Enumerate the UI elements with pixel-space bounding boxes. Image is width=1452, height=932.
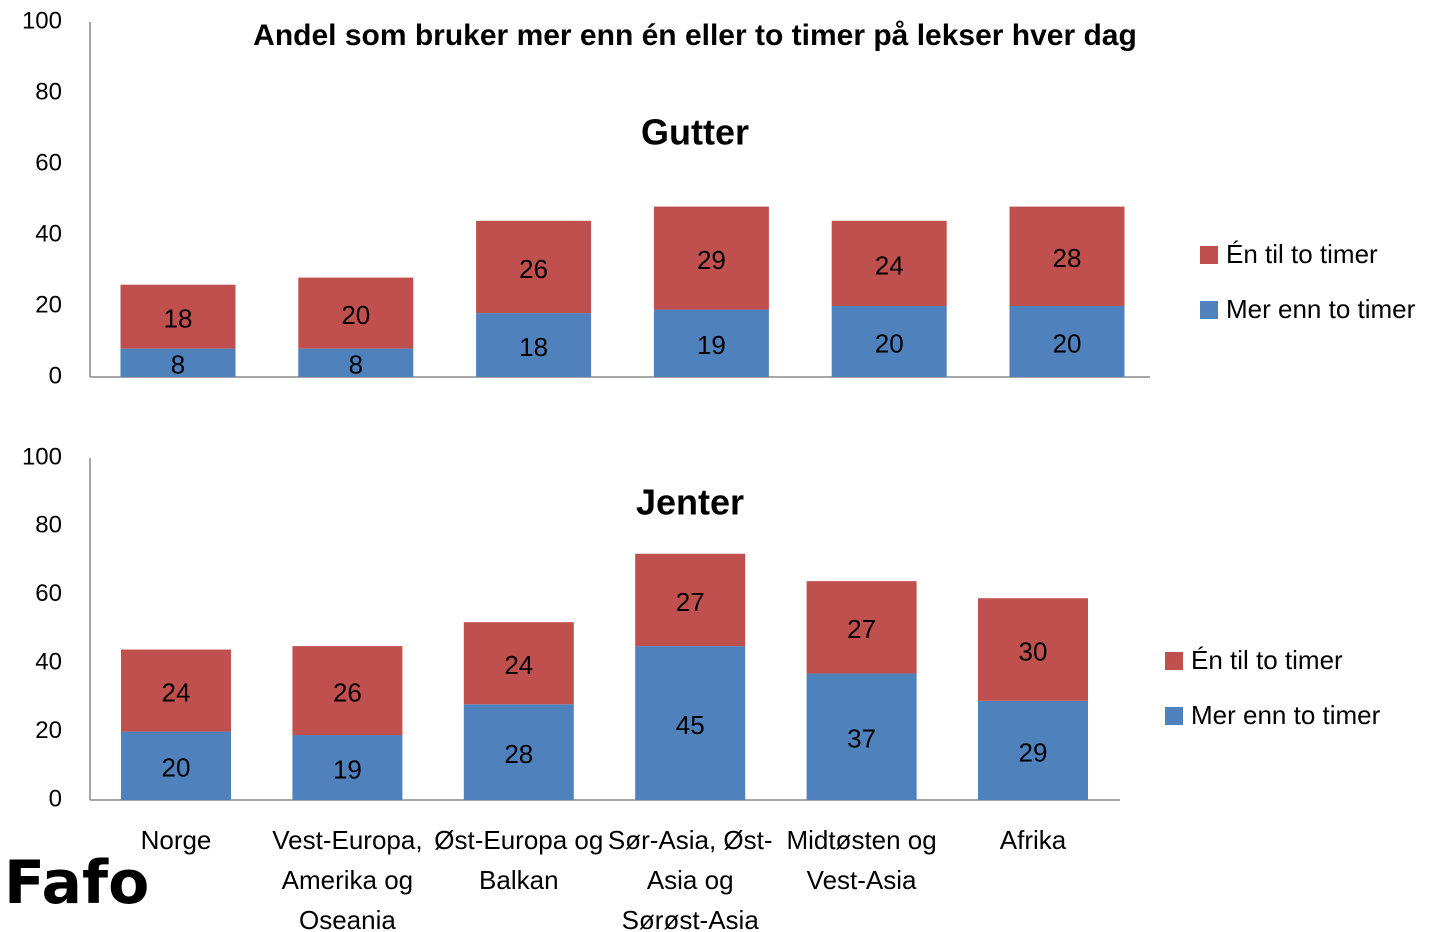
bar-segment [292,646,403,736]
y-tick-label: 20 [35,291,62,318]
data-label: 24 [504,650,533,680]
bar-segment [806,581,917,674]
data-label: 18 [164,304,193,334]
data-label: 20 [162,753,191,783]
bar-segment [978,598,1088,701]
bar-segment [463,704,574,800]
x-tick-label: Øst-Europa og Balkan [434,825,604,895]
bar-segment [635,553,746,647]
data-label: 18 [519,332,548,362]
data-label: 26 [519,254,548,284]
data-label: 24 [875,250,904,280]
data-label: 27 [676,587,705,617]
data-label: 24 [162,677,191,707]
y-tick-label: 80 [35,78,62,105]
y-tick-label: 60 [35,149,62,176]
data-label: 26 [333,677,362,707]
subtitle: Jenter [636,482,744,523]
legend-swatch [1165,652,1183,670]
data-label: 20 [1053,328,1082,358]
bar-segment [831,220,947,306]
bar-segment [463,622,574,705]
data-label: 28 [1053,243,1082,273]
chart-title: Andel som bruker mer enn én eller to tim… [253,19,1137,52]
data-label: 20 [875,328,904,358]
x-tick-label: Midtøsten og Vest-Asia [786,825,937,895]
bar-segment [978,700,1088,800]
data-label: 37 [847,724,876,754]
data-label: 29 [697,245,726,275]
legend-swatch [1200,301,1218,319]
y-tick-label: 40 [35,220,62,247]
x-tick-label: Sør-Asia, Øst-Asia og Sørøst-Asia [607,825,773,932]
bar-segment [831,306,947,377]
legend-swatch [1200,246,1218,264]
bar-segment [806,673,917,800]
bar-segment [120,284,236,349]
bar-segment [292,735,403,800]
bar-segment [476,220,592,314]
data-label: 29 [1019,737,1048,767]
bar-segment [1009,306,1125,377]
y-tick-label: 40 [35,649,62,676]
bar-segment [298,348,414,377]
data-label: 20 [341,300,370,330]
subtitle: Gutter [641,112,749,153]
legend-label: Mer enn to timer [1191,700,1381,730]
data-label: 27 [847,614,876,644]
y-tick-label: 20 [35,717,62,744]
bar-segment [120,348,236,377]
bar-segment [1009,206,1125,306]
bar-segment [121,731,231,800]
bar-segment [476,313,592,377]
bar-segment [121,649,231,732]
data-label: 8 [171,350,185,380]
logo: Fafo [4,848,150,918]
data-label: 8 [349,350,363,380]
data-label: 30 [1019,636,1048,666]
bar-segment [298,277,414,349]
x-tick-label: Afrika [999,825,1067,855]
bar-segment [653,206,769,310]
x-tick-label: Norge [140,825,212,855]
y-tick-label: 80 [35,512,62,539]
legend-label: Mer enn to timer [1226,294,1416,324]
data-label: 19 [333,754,362,784]
y-tick-label: 60 [35,580,62,607]
bar-segment [653,309,769,377]
bar-segment [635,646,746,800]
y-tick-label: 0 [49,785,62,812]
y-tick-label: 100 [22,7,62,34]
x-tick-label: Vest-Europa, Amerika og Oseania [272,825,423,932]
data-label: 19 [697,330,726,360]
data-label: 28 [504,739,533,769]
y-tick-label: 0 [49,362,62,389]
y-tick-label: 100 [22,443,62,470]
legend-label: Én til to timer [1191,645,1343,675]
legend-label: Én til to timer [1226,239,1378,269]
data-label: 45 [676,710,705,740]
legend-swatch [1165,707,1183,725]
